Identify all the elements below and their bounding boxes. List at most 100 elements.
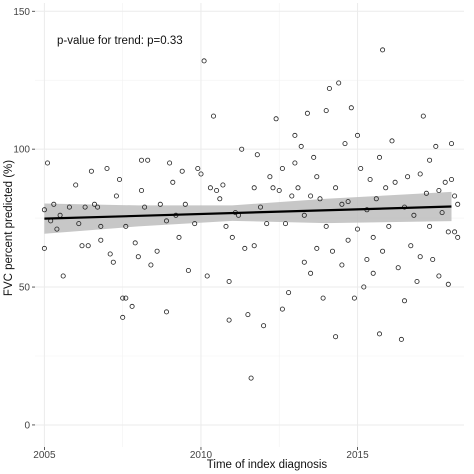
data-point [132, 240, 138, 246]
data-point [417, 171, 423, 177]
data-point [264, 221, 270, 227]
data-point [427, 223, 433, 229]
data-point [276, 187, 282, 193]
data-point [223, 223, 229, 229]
data-point [117, 176, 123, 182]
data-point [257, 204, 263, 210]
data-point [51, 201, 57, 207]
data-point [92, 201, 98, 207]
data-point [154, 248, 160, 254]
data-point [433, 143, 439, 149]
y-tick-label: 0 [24, 420, 30, 431]
data-point [333, 185, 339, 191]
data-point [455, 201, 461, 207]
data-point [226, 317, 232, 323]
data-point [286, 290, 292, 296]
data-point [376, 154, 382, 160]
data-point [95, 204, 101, 210]
data-point [98, 237, 104, 243]
data-point [386, 223, 392, 229]
data-point [380, 47, 386, 53]
data-point [301, 259, 307, 265]
data-point [445, 281, 451, 287]
data-point [448, 141, 454, 147]
data-point [270, 185, 276, 191]
data-point [427, 157, 433, 163]
data-point [380, 248, 386, 254]
data-point [414, 278, 420, 284]
data-point [251, 185, 257, 191]
data-point [179, 168, 185, 174]
data-point [314, 174, 320, 180]
data-point [345, 237, 351, 243]
data-point [163, 309, 169, 315]
data-point [279, 306, 285, 312]
data-point [342, 141, 348, 147]
data-point [185, 267, 191, 273]
data-point [323, 108, 329, 114]
data-point [423, 190, 429, 196]
data-point [314, 245, 320, 251]
data-point [217, 196, 223, 202]
data-point [364, 256, 370, 262]
data-point [148, 262, 154, 268]
data-point [167, 160, 173, 166]
data-point [420, 113, 426, 119]
data-point [279, 165, 285, 171]
data-point [398, 336, 404, 342]
data-point [220, 182, 226, 188]
data-point [339, 262, 345, 268]
y-tick-label: 150 [13, 7, 30, 18]
data-point [123, 295, 129, 301]
data-point [120, 295, 126, 301]
data-point [110, 259, 116, 265]
data-point [282, 221, 288, 227]
data-point [198, 171, 204, 177]
data-point [113, 193, 119, 199]
data-point [88, 168, 94, 174]
data-point [329, 248, 335, 254]
data-point [358, 165, 364, 171]
data-point [123, 223, 129, 229]
data-point [354, 132, 360, 138]
data-point [242, 245, 248, 251]
data-point [411, 212, 417, 218]
data-point [204, 273, 210, 279]
data-point [138, 187, 144, 193]
data-point [138, 157, 144, 163]
data-point [308, 193, 314, 199]
data-point [129, 303, 135, 309]
data-point [417, 254, 423, 260]
data-point [333, 334, 339, 340]
data-point [85, 243, 91, 249]
data-point [326, 86, 332, 92]
data-point [452, 229, 458, 235]
data-point [182, 201, 188, 207]
data-point [210, 113, 216, 119]
data-point [104, 165, 110, 171]
data-point [163, 218, 169, 224]
x-tick-label: 2015 [346, 450, 369, 461]
data-point [439, 210, 445, 216]
data-point [370, 234, 376, 240]
data-point [401, 298, 407, 304]
x-tick-label: 2010 [190, 450, 213, 461]
data-point [392, 179, 398, 185]
data-point [135, 254, 141, 260]
data-point [442, 179, 448, 185]
data-point [261, 323, 267, 329]
data-point [408, 243, 414, 249]
data-point [292, 132, 298, 138]
data-point [370, 270, 376, 276]
data-point [351, 295, 357, 301]
data-point [367, 176, 373, 182]
data-point [239, 146, 245, 152]
data-point [245, 312, 251, 318]
grid [35, 3, 464, 447]
y-axis-title: FVC percent predicted (%) [3, 160, 15, 296]
data-point [142, 204, 148, 210]
trend-line [44, 205, 452, 220]
data-point [430, 256, 436, 262]
data-point [229, 234, 235, 240]
data-point [301, 212, 307, 218]
